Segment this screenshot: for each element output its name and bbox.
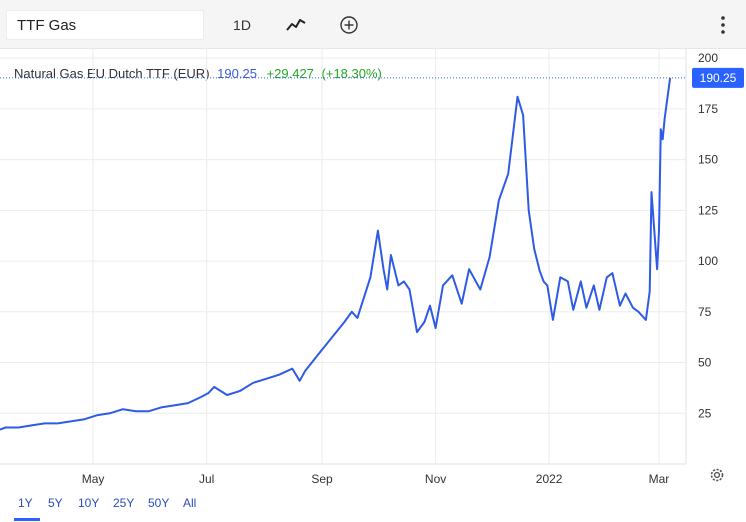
legend-price: 190.25 xyxy=(217,66,257,81)
toolbar: TTF Gas 1D xyxy=(0,0,746,49)
vertical-grid xyxy=(92,48,660,464)
range-5y[interactable]: 5Y xyxy=(48,496,63,510)
y-tick-label: 25 xyxy=(698,406,712,420)
x-tick-label: Mar xyxy=(649,472,670,486)
interval-button[interactable]: 1D xyxy=(233,17,251,33)
range-1y[interactable]: 1Y xyxy=(18,496,33,510)
y-tick-label: 50 xyxy=(698,356,712,370)
plus-circle-icon xyxy=(340,16,358,34)
more-options-button[interactable] xyxy=(714,10,732,40)
x-tick-label: May xyxy=(82,472,105,486)
symbol-search-input[interactable]: TTF Gas xyxy=(6,10,204,40)
add-indicator-button[interactable] xyxy=(338,10,360,40)
vertical-dots-icon xyxy=(721,16,725,34)
x-tick-label: Nov xyxy=(425,472,446,486)
series-line xyxy=(0,77,672,431)
legend-change: +29.427 xyxy=(266,66,314,81)
range-25y[interactable]: 25Y xyxy=(113,496,135,510)
x-tick-label: Sep xyxy=(311,472,333,486)
last-price-tag: 190.25 xyxy=(692,67,744,88)
y-tick-label: 175 xyxy=(698,102,718,116)
gear-icon[interactable] xyxy=(708,466,726,484)
y-tick-label: 100 xyxy=(698,254,718,268)
y-tick-label: 125 xyxy=(698,203,718,217)
range-50y[interactable]: 50Y xyxy=(148,496,170,510)
price-axis-labels: 25 50 75 100 125 150 175 200 xyxy=(698,51,718,420)
x-tick-label: 2022 xyxy=(536,472,563,486)
legend-symbol-name: Natural Gas EU Dutch TTF (EUR) xyxy=(14,66,210,81)
line-chart-icon xyxy=(286,19,306,31)
x-tick-label: Jul xyxy=(199,472,214,486)
chart-legend: Natural Gas EU Dutch TTF (EUR) 190.25 +2… xyxy=(14,66,382,81)
time-axis-labels: May Jul Sep Nov 2022 Mar xyxy=(82,472,670,486)
horizontal-grid xyxy=(0,57,686,414)
y-tick-label: 200 xyxy=(698,51,718,65)
y-tick-label: 75 xyxy=(698,305,712,319)
chart-type-button[interactable] xyxy=(284,10,308,40)
range-10y[interactable]: 10Y xyxy=(78,496,100,510)
y-tick-label: 150 xyxy=(698,153,718,167)
range-all[interactable]: All xyxy=(183,496,197,510)
active-range-indicator xyxy=(14,518,40,521)
legend-change-pct: (+18.30%) xyxy=(321,66,382,81)
last-price-tag-label: 190.25 xyxy=(700,71,737,85)
